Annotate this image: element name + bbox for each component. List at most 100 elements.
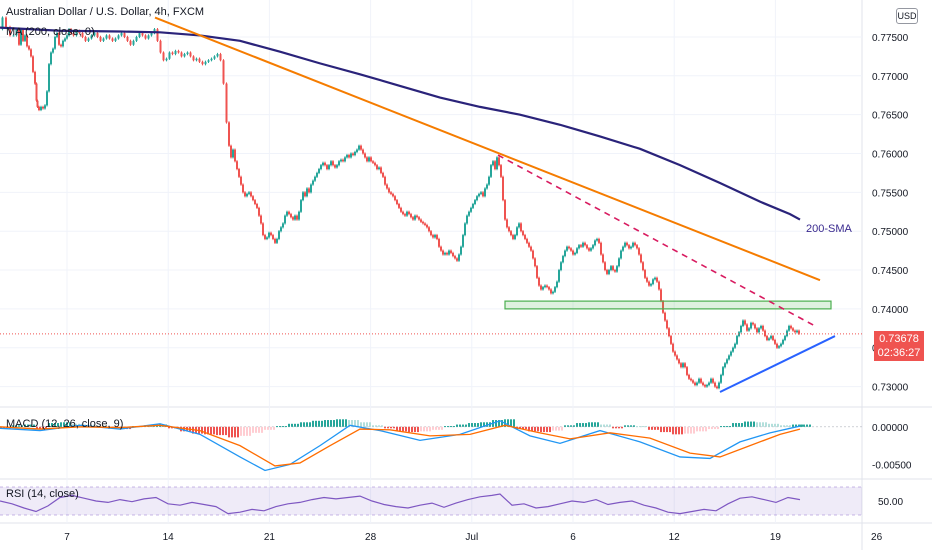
candle-body xyxy=(238,169,240,177)
candle-body xyxy=(630,246,632,249)
candle-body xyxy=(544,285,546,288)
candle-body xyxy=(310,184,312,193)
macd-histogram-bar xyxy=(606,424,608,427)
macd-histogram-bar xyxy=(471,423,473,427)
candle-body xyxy=(508,227,510,232)
main-y-tick-2: 0.76500 xyxy=(872,111,909,122)
macd-histogram-bar xyxy=(282,426,284,428)
candle-body xyxy=(210,58,213,61)
candle-body xyxy=(394,196,396,201)
macd-histogram-bar xyxy=(750,421,752,427)
candle-body xyxy=(386,184,388,189)
candle-body xyxy=(117,35,120,39)
candle-body xyxy=(480,192,482,194)
candle-body xyxy=(576,248,578,253)
macd-histogram-bar xyxy=(375,425,377,427)
macd-histogram-bar xyxy=(330,420,332,427)
candle-body xyxy=(66,35,68,39)
candle-body xyxy=(5,17,7,27)
candle-body xyxy=(72,33,75,36)
macd-histogram-bar xyxy=(27,424,29,427)
candle-body xyxy=(456,258,458,261)
candle-body xyxy=(58,33,60,45)
macd-histogram-bar xyxy=(60,422,62,427)
macd-histogram-bar xyxy=(453,426,455,428)
macd-histogram-bar xyxy=(36,426,38,430)
macd-histogram-bar xyxy=(582,423,584,427)
candle-body xyxy=(165,58,168,61)
candle-body xyxy=(640,254,642,263)
macd-histogram-bar xyxy=(806,424,808,427)
candle-body xyxy=(262,223,264,236)
candle-body xyxy=(129,40,132,45)
currency-button[interactable]: USD xyxy=(896,8,918,24)
main-y-tick-3: 0.76000 xyxy=(872,150,909,161)
candle-body xyxy=(292,217,294,220)
macd-histogram-bar xyxy=(579,423,581,427)
candle-body xyxy=(300,200,302,212)
candle-body xyxy=(620,250,622,259)
candle-body xyxy=(56,33,58,37)
candle-body xyxy=(602,254,604,263)
macd-histogram-bar xyxy=(756,422,758,427)
candle-body xyxy=(664,312,666,321)
candle-body xyxy=(24,35,26,41)
candle-body xyxy=(354,151,356,156)
main-y-tick-6: 0.74500 xyxy=(872,266,909,277)
macd-histogram-bar xyxy=(255,426,257,433)
candle-body xyxy=(732,347,734,352)
macd-histogram-bar xyxy=(654,426,656,430)
candle-body xyxy=(284,215,286,224)
candle-body xyxy=(752,322,754,325)
candle-body xyxy=(666,320,668,329)
candle-body xyxy=(546,285,548,288)
macd-histogram-bar xyxy=(222,426,224,436)
candle-body xyxy=(81,33,84,37)
candle-body xyxy=(384,176,386,185)
candle-body xyxy=(426,224,428,228)
candle-body xyxy=(150,33,153,36)
candle-body xyxy=(568,246,570,249)
candle-body xyxy=(500,165,502,177)
candle-body xyxy=(434,235,436,238)
candle-body xyxy=(378,167,380,170)
macd-histogram-bar xyxy=(600,424,602,427)
macd-histogram-bar xyxy=(45,426,47,430)
candle-body xyxy=(758,328,760,333)
candle-body xyxy=(102,38,105,41)
rsi-indicator-label: RSI (14, close) xyxy=(6,488,79,500)
candle-body xyxy=(270,232,272,236)
candle-body xyxy=(660,289,662,302)
macd-histogram-bar xyxy=(672,426,674,435)
candle-body xyxy=(298,211,300,220)
candle-body xyxy=(628,245,630,249)
candle-body xyxy=(364,153,366,158)
macd-histogram-bar xyxy=(783,425,785,427)
macd-histogram-bar xyxy=(726,426,728,428)
macd-histogram-bar xyxy=(669,426,671,433)
candle-body xyxy=(526,238,528,243)
macd-histogram-bar xyxy=(312,420,314,427)
candle-body xyxy=(728,355,730,360)
candle-body xyxy=(266,237,268,239)
candle-body xyxy=(356,149,358,152)
candle-body xyxy=(694,382,696,386)
candle-body xyxy=(430,231,432,236)
macd-histogram-bar xyxy=(543,426,545,433)
candle-body xyxy=(294,215,296,220)
x-tick-0: 7 xyxy=(64,532,70,543)
candle-body xyxy=(608,270,610,274)
candle-body xyxy=(626,242,628,246)
candle-body xyxy=(230,145,232,158)
candle-body xyxy=(195,58,198,61)
x-tick-3: 28 xyxy=(365,532,377,543)
macd-histogram-bar xyxy=(438,426,440,430)
candle-body xyxy=(350,153,352,158)
candle-body xyxy=(156,29,159,41)
candle-body xyxy=(201,61,204,65)
macd-histogram-bar xyxy=(333,420,335,427)
macd-histogram-bar xyxy=(444,426,446,428)
candle-body xyxy=(234,149,236,162)
macd-histogram-bar xyxy=(507,419,509,427)
candle-body xyxy=(242,184,244,193)
